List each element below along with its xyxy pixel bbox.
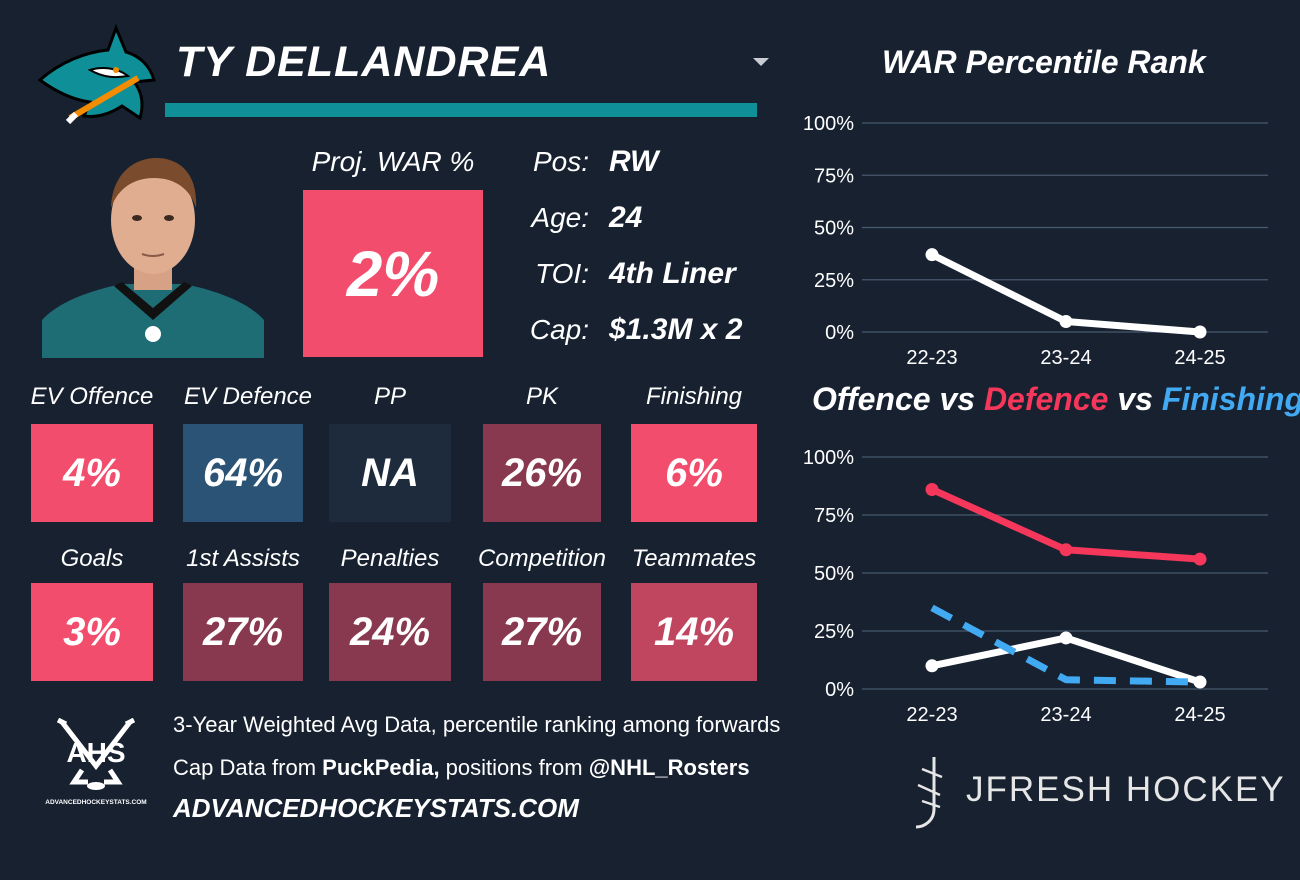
ahs-logo-text: AHS <box>66 737 125 768</box>
chart1-y-tick-label: 100% <box>803 113 854 135</box>
footer-puckpedia: PuckPedia, <box>322 755 440 780</box>
player-name: TY DELLANDREA <box>176 38 552 86</box>
bio-age-value: 24 <box>609 201 643 234</box>
name-underline <box>165 103 757 117</box>
chart2-y-tick-label: 100% <box>803 447 854 469</box>
tile-label-ev-defence: EV Defence <box>183 383 313 410</box>
tile-competition: 27% <box>483 583 601 681</box>
tile-goals: 3% <box>31 583 153 681</box>
chart1-y-tick-label: 75% <box>814 165 854 187</box>
tile-pk: 26% <box>483 424 601 522</box>
proj-war-label: Proj. WAR % <box>311 146 475 177</box>
proj-war-value: 2% <box>303 190 483 357</box>
chart2-title: Offence vs Defence vs Finishing <box>812 381 1300 418</box>
site-link[interactable]: ADVANCEDHOCKEYSTATS.COM <box>173 793 579 823</box>
sharks-logo <box>37 23 156 125</box>
footer-nhl-rosters: @NHL_Rosters <box>588 755 750 780</box>
chart1-point-war <box>1059 315 1073 329</box>
chart1-x-tick-label: 22-23 <box>906 347 957 369</box>
tile-label-finishing: Finishing <box>645 383 743 410</box>
jfresh-logo-icon <box>915 757 943 829</box>
ahs-logo: AHS ADVANCEDHOCKEYSTATS.COM <box>45 718 147 806</box>
tile-label-pp: PP <box>373 383 406 410</box>
chart2-point-defence <box>925 482 939 496</box>
tile-ev-offence: 4% <box>31 424 153 522</box>
bio-cap-label: Cap: <box>529 314 589 345</box>
bio-pos-label: Pos: <box>532 146 589 177</box>
tile-label-goals: Goals <box>60 545 124 572</box>
chart1-y-tick-label: 0% <box>825 322 854 344</box>
player-select-chevron-down-icon[interactable] <box>753 58 769 66</box>
footer-line2: Cap Data from PuckPedia, positions from … <box>173 755 750 781</box>
chart2-y-tick-label: 75% <box>814 505 854 527</box>
chart2-title-vs1: vs <box>930 381 984 417</box>
chart1-x-tick-label: 23-24 <box>1040 347 1091 369</box>
tile-penalties: 24% <box>329 583 451 681</box>
bio-toi-value: 4th Liner <box>609 257 736 290</box>
chart2-point-offence <box>1059 631 1073 645</box>
chart2-series-line-finishing <box>930 604 1201 686</box>
tile-label-ev-offence: EV Offence <box>30 383 154 410</box>
chart2-y-tick-label: 0% <box>825 679 854 701</box>
chart2-point-defence <box>1059 543 1073 557</box>
player-photo <box>42 148 264 358</box>
chart2-y-tick-label: 50% <box>814 563 854 585</box>
jfresh-brand: JFRESH HOCKEY <box>966 770 1286 809</box>
tile-teammates: 14% <box>631 583 757 681</box>
chart1-point-war <box>925 248 939 262</box>
chart2-x-tick-label: 23-24 <box>1040 704 1091 726</box>
chart2-point-offence <box>925 659 939 673</box>
chart2-x-tick-label: 24-25 <box>1174 704 1225 726</box>
chart2-y-tick-label: 25% <box>814 621 854 643</box>
tile-ev-defence: 64% <box>183 424 303 522</box>
chart2-title-defence: Defence <box>983 381 1109 417</box>
chart2-title-vs2: vs <box>1108 381 1162 417</box>
footer-line2-mid: positions from <box>439 755 589 780</box>
tile-label-competition: Competition <box>477 545 607 572</box>
chart2-title-offence: Offence <box>812 381 931 417</box>
bio-pos-value: RW <box>609 145 659 178</box>
chart1-x-tick-label: 24-25 <box>1174 347 1225 369</box>
bio-toi-label: TOI: <box>535 258 589 289</box>
chart1-y-tick-label: 50% <box>814 218 854 240</box>
tile-label-teammates: Teammates <box>631 545 757 572</box>
war-percentile-chart: 0% 25% 50% 75% 100% 22-23 23-24 24-25 <box>803 113 1268 369</box>
tile-label-pk: PK <box>525 383 558 410</box>
chart2-x-tick-label: 22-23 <box>906 704 957 726</box>
bio-cap-value: $1.3M x 2 <box>609 313 743 346</box>
chart2-point-offence <box>1193 675 1207 689</box>
chart1-y-tick-label: 25% <box>814 270 854 292</box>
off-def-fin-chart: 0% 25% 50% 75% 100% 22-23 23-24 24-25 <box>803 447 1268 726</box>
tile-label-penalties: Penalties <box>340 545 440 572</box>
tile-pp: NA <box>329 424 451 522</box>
bio-age-label: Age: <box>531 202 589 233</box>
tile-label-1st-assists: 1st Assists <box>186 545 300 572</box>
chart1-title: WAR Percentile Rank <box>882 44 1206 80</box>
chart2-title-finishing: Finishing <box>1161 381 1300 417</box>
footer-line2-pre: Cap Data from <box>173 755 323 780</box>
chart2-series-line-offence <box>928 634 1204 686</box>
footer-line1: 3-Year Weighted Avg Data, percentile ran… <box>173 712 781 737</box>
chart2-point-defence <box>1193 552 1207 566</box>
chart1-point-war <box>1193 325 1207 339</box>
tile-1st-assists: 27% <box>183 583 303 681</box>
ahs-logo-small: ADVANCEDHOCKEYSTATS.COM <box>45 799 146 806</box>
tile-finishing: 6% <box>631 424 757 522</box>
